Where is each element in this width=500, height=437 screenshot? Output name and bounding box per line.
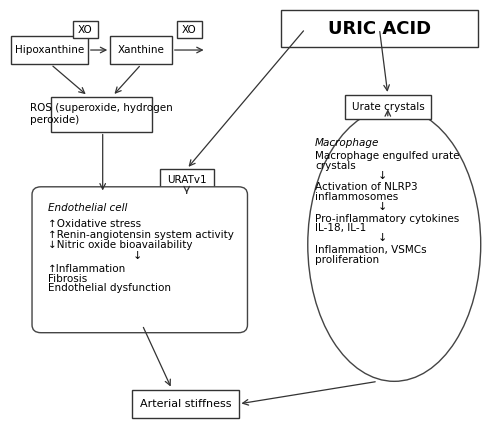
Text: ↓: ↓	[378, 171, 388, 181]
Text: Urate crystals: Urate crystals	[352, 102, 424, 112]
Text: Macrophage: Macrophage	[315, 138, 380, 148]
Text: Fibrosis: Fibrosis	[48, 274, 88, 284]
Text: ↑Oxidative stress: ↑Oxidative stress	[48, 219, 142, 229]
Text: ↓: ↓	[378, 233, 388, 243]
FancyBboxPatch shape	[280, 10, 478, 47]
Text: crystals: crystals	[315, 161, 356, 171]
Text: ↓: ↓	[132, 251, 141, 261]
Text: Hipoxanthine: Hipoxanthine	[15, 45, 84, 55]
Text: Xanthine: Xanthine	[118, 45, 164, 55]
Text: ↓Nitric oxide bioavailability: ↓Nitric oxide bioavailability	[48, 240, 193, 250]
FancyBboxPatch shape	[12, 36, 88, 64]
Text: ↑Renin-angiotensin system activity: ↑Renin-angiotensin system activity	[48, 230, 234, 240]
Text: Endothelial dysfunction: Endothelial dysfunction	[48, 283, 172, 293]
Text: ↓: ↓	[378, 202, 388, 212]
Text: proliferation: proliferation	[315, 254, 380, 264]
FancyBboxPatch shape	[32, 187, 248, 333]
FancyBboxPatch shape	[160, 170, 214, 190]
Text: XO: XO	[78, 24, 93, 35]
FancyBboxPatch shape	[110, 36, 172, 64]
Text: URIC ACID: URIC ACID	[328, 20, 431, 38]
Text: IL-18, IL-1: IL-18, IL-1	[315, 223, 366, 233]
Text: Activation of NLRP3: Activation of NLRP3	[315, 183, 418, 192]
Text: URATv1: URATv1	[167, 175, 206, 185]
FancyBboxPatch shape	[132, 390, 238, 418]
FancyBboxPatch shape	[73, 21, 98, 38]
FancyBboxPatch shape	[51, 97, 152, 132]
Text: ↑Inflammation: ↑Inflammation	[48, 264, 126, 274]
FancyBboxPatch shape	[345, 95, 432, 118]
Text: inflammosomes: inflammosomes	[315, 192, 398, 202]
Text: Arterial stiffness: Arterial stiffness	[140, 399, 231, 409]
Ellipse shape	[308, 108, 480, 382]
Text: Endothelial cell: Endothelial cell	[48, 203, 128, 213]
FancyBboxPatch shape	[177, 21, 202, 38]
Text: ROS (superoxide, hydrogen
peroxide): ROS (superoxide, hydrogen peroxide)	[30, 104, 173, 125]
Text: Inflammation, VSMCs: Inflammation, VSMCs	[315, 245, 427, 255]
Text: Pro-inflammatory cytokines: Pro-inflammatory cytokines	[315, 214, 460, 224]
Text: Macrophage engulfed urate: Macrophage engulfed urate	[315, 151, 460, 161]
Text: XO: XO	[182, 24, 196, 35]
